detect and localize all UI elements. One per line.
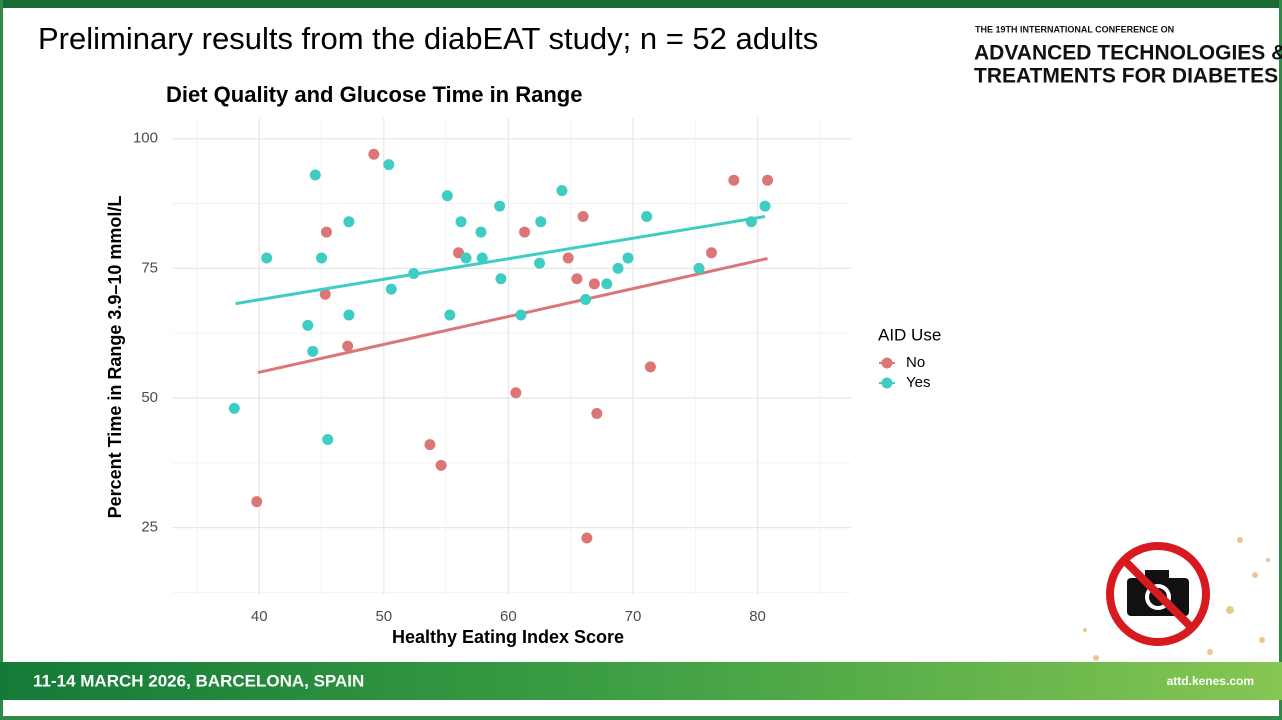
x-tick-label: 50 xyxy=(375,608,392,625)
point xyxy=(320,226,332,238)
point xyxy=(759,200,771,212)
point xyxy=(475,226,487,238)
point xyxy=(251,496,263,508)
point xyxy=(319,288,331,300)
point xyxy=(495,273,507,285)
point xyxy=(343,309,355,321)
point xyxy=(556,185,568,197)
point xyxy=(535,216,547,228)
x-tick-label: 40 xyxy=(251,608,268,625)
point xyxy=(441,190,453,202)
point xyxy=(309,169,321,181)
x-tick-label: 60 xyxy=(500,608,517,625)
point xyxy=(307,345,319,357)
trend-line xyxy=(257,257,768,375)
trend-line xyxy=(235,215,766,306)
point xyxy=(302,319,314,331)
point xyxy=(762,174,774,186)
top-strip xyxy=(0,0,1282,8)
conference-name: TREATMENTS FOR DIABETES xyxy=(974,65,1278,88)
point xyxy=(494,200,506,212)
legend-title: AID Use xyxy=(878,325,941,344)
point xyxy=(261,252,273,264)
point xyxy=(693,262,705,274)
point xyxy=(455,216,467,228)
point xyxy=(622,252,634,264)
point xyxy=(728,174,740,186)
point xyxy=(534,257,546,269)
conference-name: ADVANCED TECHNOLOGIES & xyxy=(974,42,1282,65)
legend-key xyxy=(881,377,893,389)
point xyxy=(228,402,240,414)
point xyxy=(385,283,397,295)
point xyxy=(444,309,456,321)
point xyxy=(581,532,593,544)
slide-title: Preliminary results from the diabEAT stu… xyxy=(38,21,818,56)
x-axis-title: Healthy Eating Index Score xyxy=(392,627,624,647)
point xyxy=(562,252,574,264)
point xyxy=(368,148,380,160)
network-decoration xyxy=(1083,537,1270,661)
point xyxy=(515,309,527,321)
point xyxy=(612,262,624,274)
footer-dates: 11-14 MARCH 2026, BARCELONA, SPAIN xyxy=(33,671,364,690)
left-edge xyxy=(0,0,3,720)
point xyxy=(580,293,592,305)
no-camera-icon xyxy=(1106,542,1210,646)
footer-band xyxy=(0,662,1282,700)
point xyxy=(435,459,447,471)
point xyxy=(644,361,656,373)
point xyxy=(601,278,613,290)
y-tick-label: 75 xyxy=(141,259,158,276)
legend-label: Yes xyxy=(906,374,930,391)
x-tick-label: 70 xyxy=(625,608,642,625)
y-axis-title: Percent Time in Range 3.9–10 mmol/L xyxy=(105,196,125,519)
y-tick-label: 100 xyxy=(133,130,158,147)
conference-line: THE 19TH INTERNATIONAL CONFERENCE ON xyxy=(975,24,1174,34)
right-edge xyxy=(1279,0,1282,720)
x-tick-label: 80 xyxy=(749,608,766,625)
point xyxy=(424,439,436,451)
point xyxy=(571,273,583,285)
point xyxy=(577,211,589,223)
legend-key xyxy=(881,357,893,369)
point xyxy=(383,159,395,171)
point xyxy=(519,226,531,238)
point xyxy=(343,216,355,228)
point xyxy=(316,252,328,264)
point xyxy=(510,387,522,399)
point xyxy=(476,252,488,264)
point xyxy=(342,340,354,352)
point xyxy=(588,278,600,290)
footer-url: attd.kenes.com xyxy=(1167,674,1254,688)
point xyxy=(591,408,603,420)
chart-title: Diet Quality and Glucose Time in Range xyxy=(166,82,582,107)
bottom-strip xyxy=(0,716,1282,720)
y-tick-label: 25 xyxy=(141,519,158,536)
point xyxy=(705,247,717,259)
legend-label: No xyxy=(906,354,925,371)
point xyxy=(322,433,334,445)
y-tick-label: 50 xyxy=(141,389,158,406)
point xyxy=(460,252,472,264)
point xyxy=(641,211,653,223)
